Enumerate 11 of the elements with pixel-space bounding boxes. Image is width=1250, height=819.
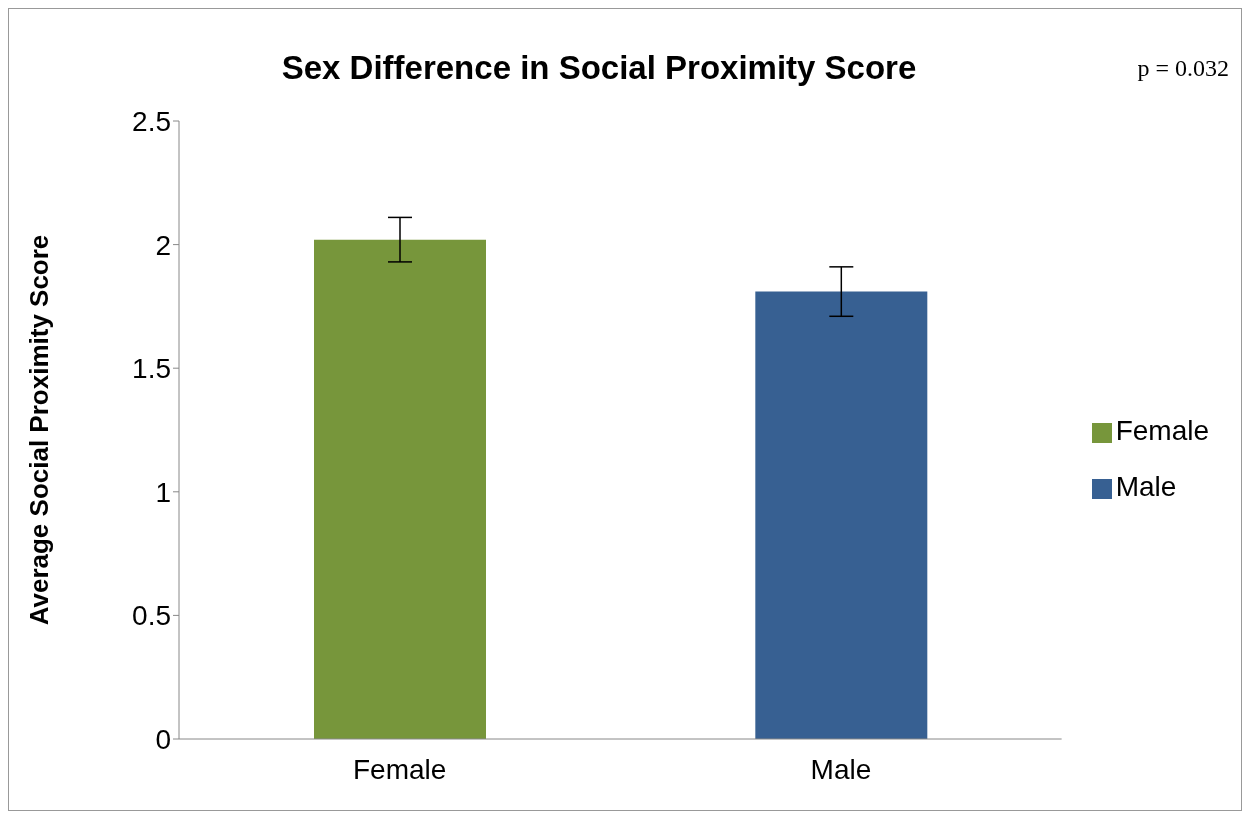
y-tick-label: 2.5	[132, 105, 171, 137]
legend-label: Male	[1115, 471, 1177, 502]
y-axis-title: Average Social Proximity Score	[24, 234, 55, 626]
y-tick-label: 1.5	[132, 353, 171, 385]
y-tick-label: 0.5	[132, 600, 171, 632]
text: p = 0.032	[1137, 55, 1229, 82]
y-tick-label: 2	[155, 229, 171, 261]
y-tick-label: 1	[155, 476, 171, 508]
legend-label: Female	[1115, 415, 1209, 446]
y-tick-label: 0	[155, 723, 171, 755]
chart-title: Sex Difference in Social Proximity Score	[280, 49, 918, 87]
